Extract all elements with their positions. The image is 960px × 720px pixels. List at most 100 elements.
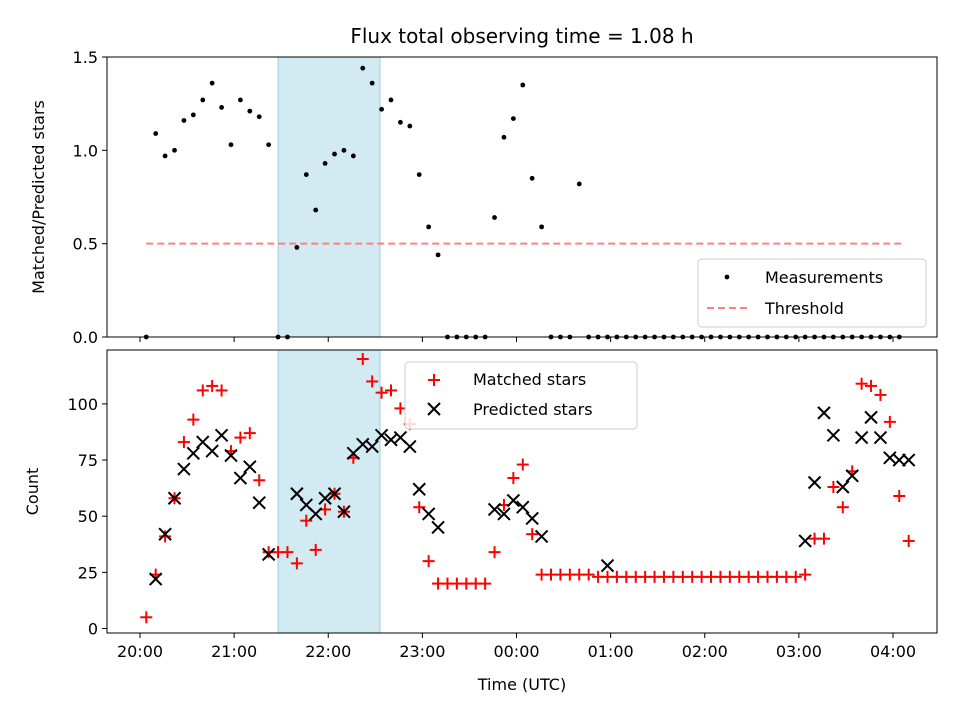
measurement-point — [388, 97, 394, 103]
predicted-star-stroke-b — [384, 433, 398, 447]
matched-star-point — [883, 415, 896, 428]
legend-measurements-label: Measurements — [765, 268, 883, 287]
predicted-star-stroke-b — [901, 453, 916, 467]
predicted-stars-points — [148, 406, 916, 586]
matched-star-point — [479, 577, 492, 590]
predicted-star-stroke-b — [186, 446, 201, 461]
measurement-point — [247, 108, 253, 114]
predicted-star-point — [836, 480, 850, 494]
predicted-star-stroke-b — [374, 428, 389, 443]
measurement-point — [426, 224, 432, 230]
predicted-star-point — [233, 471, 248, 485]
bottom-x-tick-label: 20:00 — [117, 642, 163, 661]
predicted-star-stroke-b — [308, 507, 323, 521]
measurement-point — [492, 215, 497, 220]
predicted-star-stroke-b — [403, 439, 417, 454]
measurement-points — [143, 65, 902, 340]
predicted-star-stroke-b — [534, 529, 549, 544]
predicted-star-stroke-b — [196, 435, 210, 449]
bottom-legend: Matched stars Predicted stars — [404, 361, 638, 430]
matched-star-point — [827, 481, 840, 494]
matched-star-point — [516, 458, 529, 471]
predicted-star-stroke-b — [337, 505, 351, 519]
matched-star-point — [234, 431, 247, 444]
bottom-y-tick-label: 0 — [88, 620, 98, 639]
matched-star-point — [865, 379, 878, 392]
legend-threshold-label: Threshold — [764, 299, 844, 318]
predicted-star-point — [600, 558, 615, 573]
bottom-y-tick-label: 100 — [67, 395, 98, 414]
measurement-point — [313, 207, 319, 213]
matched-star-point — [366, 375, 379, 388]
bottom-axes-frame — [106, 349, 938, 634]
bottom-legend-box — [404, 361, 638, 430]
top-y-tick-label: 1.0 — [73, 141, 98, 160]
measurement-point — [322, 161, 328, 166]
predicted-star-stroke-b — [864, 410, 878, 425]
predicted-star-stroke-b — [393, 430, 408, 445]
measurement-point — [266, 142, 272, 148]
predicted-star-point — [431, 520, 445, 535]
matched-star-point — [893, 489, 906, 502]
legend-predicted-label: Predicted stars — [473, 400, 593, 419]
predicted-star-point — [337, 505, 351, 519]
matched-star-point — [789, 570, 802, 583]
matched-star-point — [385, 384, 397, 397]
bottom-x-ticks: 20:00 21:00 22:00 23:00 00:00 01:00 02:00 03:00… — [117, 633, 916, 661]
matched-star-point — [290, 557, 303, 570]
top-x-ticks — [139, 337, 894, 342]
matched-star-point — [253, 474, 266, 487]
predicted-star-stroke-b — [243, 460, 257, 474]
measurement-point — [303, 172, 309, 178]
predicted-star-stroke-b — [412, 482, 426, 496]
matched-star-point — [582, 568, 595, 581]
predicted-star-point — [854, 430, 869, 445]
measurement-point — [172, 147, 177, 153]
measurement-point — [576, 181, 582, 187]
measurement-point — [360, 65, 366, 71]
predicted-star-stroke-b — [214, 428, 229, 443]
predicted-star-point — [214, 428, 229, 443]
predicted-star-stroke-b — [318, 491, 332, 505]
measurement-point — [162, 153, 168, 159]
predicted-star-point — [807, 475, 822, 490]
predicted-star-point — [290, 487, 304, 501]
predicted-star-stroke-b — [177, 462, 191, 476]
predicted-star-point — [817, 406, 831, 420]
bottom-x-tick-label: 04:00 — [870, 642, 916, 661]
predicted-star-stroke-b — [158, 527, 172, 541]
predicted-star-stroke-b — [327, 487, 342, 501]
predicted-star-stroke-b — [506, 493, 521, 508]
predicted-star-point — [318, 491, 332, 505]
predicted-star-stroke-b — [525, 511, 539, 526]
predicted-star-stroke-b — [516, 500, 530, 514]
bottom-x-tick-label: 21:00 — [211, 642, 257, 661]
predicted-star-stroke-b — [148, 572, 163, 586]
predicted-star-point — [252, 496, 266, 510]
matched-star-point — [526, 528, 539, 541]
predicted-star-stroke-b — [873, 430, 888, 445]
matched-star-point — [159, 530, 172, 543]
predicted-star-point — [403, 439, 417, 454]
predicted-star-point — [148, 572, 163, 586]
measurement-point — [190, 112, 196, 118]
predicted-star-stroke-b — [431, 520, 445, 535]
matched-star-point — [799, 568, 812, 581]
measurement-point — [350, 153, 356, 159]
bottom-y-tick-label: 50 — [78, 507, 98, 526]
measurement-point — [416, 172, 422, 178]
predicted-star-point — [873, 430, 888, 445]
bottom-y-tick-label: 75 — [78, 451, 98, 470]
top-legend-box — [697, 258, 927, 328]
predicted-star-stroke-b — [261, 547, 276, 562]
matched-star-point — [300, 514, 313, 527]
top-y-tick-label: 0.0 — [73, 328, 98, 347]
predicted-star-point — [534, 529, 549, 544]
matched-star-point — [206, 379, 219, 392]
predicted-star-stroke-b — [487, 502, 502, 517]
predicted-star-stroke-b — [854, 430, 869, 445]
measurement-point — [238, 97, 243, 103]
predicted-star-stroke-b — [224, 448, 238, 463]
matched-star-point — [394, 402, 407, 415]
predicted-star-point — [487, 502, 502, 517]
